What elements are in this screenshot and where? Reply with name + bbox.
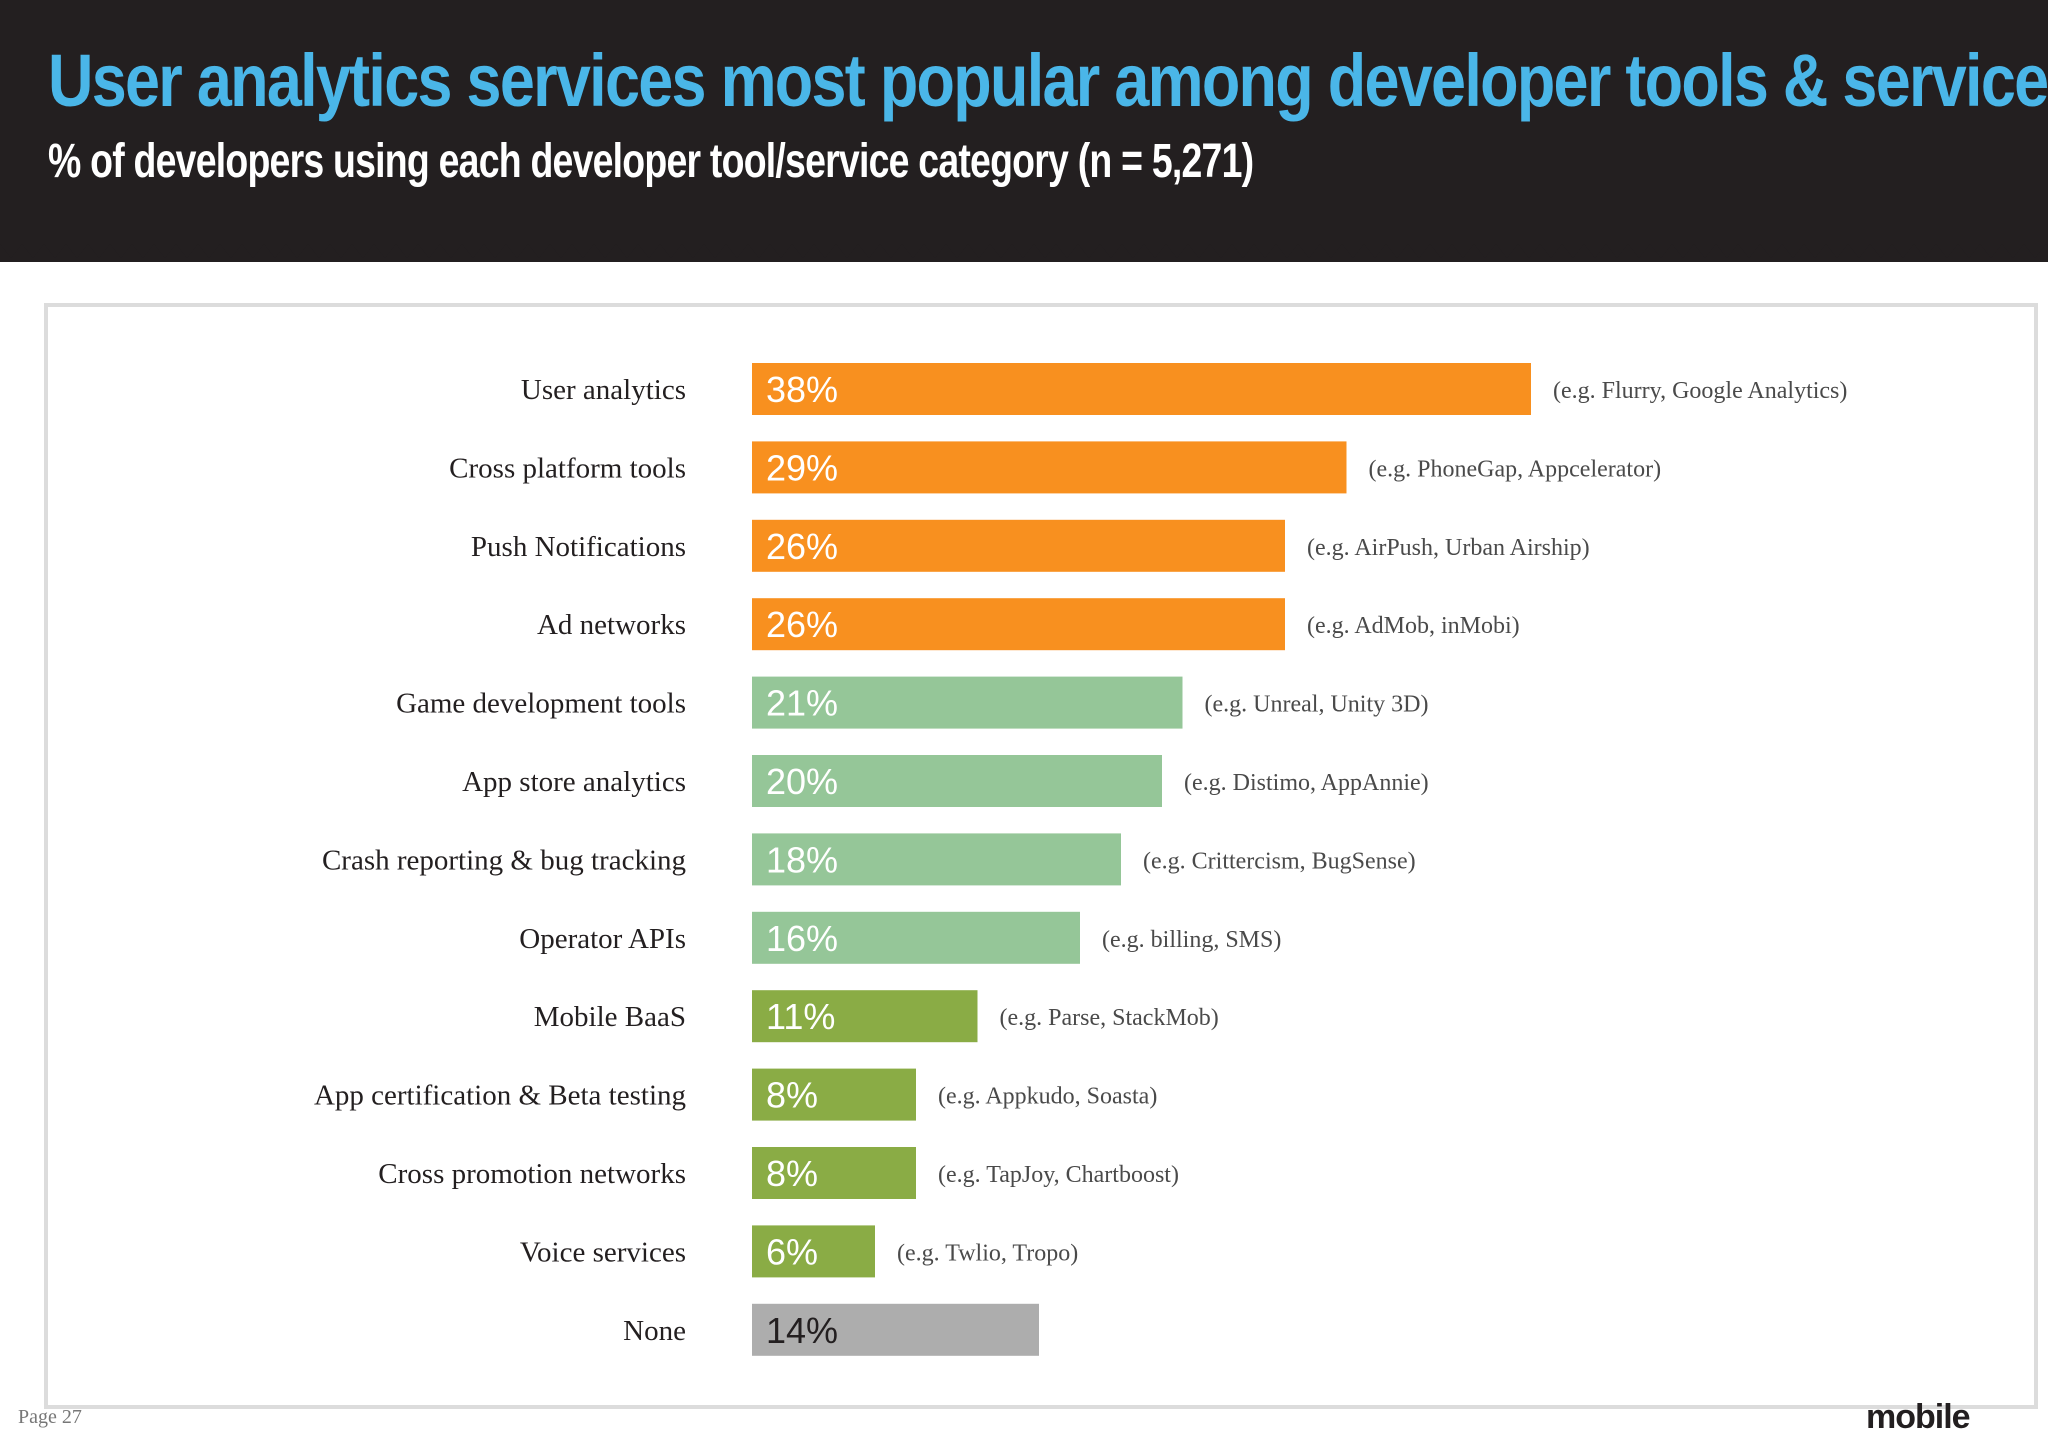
- example-label: (e.g. TapJoy, Chartboost): [938, 1162, 1179, 1188]
- example-label: (e.g. PhoneGap, Appcelerator): [1369, 456, 1662, 482]
- bar: [752, 1225, 875, 1278]
- bar-row: Mobile BaaS 11% (e.g. Parse, StackMob): [534, 990, 1219, 1043]
- header-banner: User analytics services most popular amo…: [0, 0, 2048, 262]
- bar: [752, 1068, 916, 1121]
- value-label: 21%: [766, 683, 838, 724]
- chart-title: User analytics services most popular amo…: [48, 39, 2048, 122]
- value-label: 20%: [766, 761, 838, 802]
- category-label: None: [623, 1315, 686, 1347]
- example-label: (e.g. Unreal, Unity 3D): [1205, 692, 1429, 718]
- category-label: Voice services: [520, 1236, 686, 1268]
- category-label: Ad networks: [537, 609, 686, 641]
- brand-logo: mobile: [1866, 1398, 1971, 1436]
- category-label: Crash reporting & bug tracking: [322, 844, 686, 876]
- zigzag-path: [0, 244, 2048, 258]
- bar: [752, 676, 1183, 729]
- bar-row: Game development tools 21% (e.g. Unreal, U…: [396, 676, 1429, 729]
- value-label: 16%: [766, 918, 838, 959]
- category-label: App store analytics: [462, 766, 686, 798]
- category-label: Operator APIs: [519, 923, 686, 955]
- page-number: Page 27: [18, 1406, 82, 1428]
- value-label: 6%: [766, 1231, 818, 1272]
- value-label: 26%: [766, 604, 838, 645]
- value-label: 14%: [766, 1310, 838, 1351]
- bar: [752, 1303, 1039, 1356]
- example-label: (e.g. Crittercism, BugSense): [1143, 848, 1416, 874]
- value-label: 38%: [766, 369, 838, 410]
- bar-chart: User analytics 38% (e.g. Flurry, Google An…: [314, 363, 1847, 1356]
- bar-row: None 14%: [623, 1303, 1039, 1356]
- value-label: 8%: [766, 1075, 818, 1116]
- example-label: (e.g. Twlio, Tropo): [897, 1240, 1078, 1266]
- bar-row: App store analytics 20% (e.g. Distimo, App…: [462, 755, 1429, 807]
- bar-row: Operator APIs 16% (e.g. billing, SMS): [519, 911, 1281, 964]
- bar: [752, 441, 1347, 494]
- example-label: (e.g. Parse, StackMob): [1000, 1005, 1219, 1031]
- category-label: Push Notifications: [471, 531, 686, 563]
- bar-row: Ad networks 26% (e.g. AdMob, inMobi): [537, 598, 1520, 651]
- bar-row: Crash reporting & bug tracking 18% (e.g. C…: [322, 833, 1416, 886]
- example-label: (e.g. billing, SMS): [1102, 927, 1281, 953]
- value-label: 8%: [766, 1153, 818, 1194]
- value-label: 29%: [766, 447, 838, 488]
- bar: [752, 363, 1531, 415]
- category-label: Mobile BaaS: [534, 1001, 686, 1033]
- category-label: Cross platform tools: [449, 452, 686, 484]
- example-label: (e.g. Flurry, Google Analytics): [1553, 378, 1847, 404]
- value-label: 18%: [766, 839, 838, 880]
- example-label: (e.g. Distimo, AppAnnie): [1184, 770, 1429, 796]
- bar: [752, 990, 978, 1043]
- example-label: (e.g. Appkudo, Soasta): [938, 1084, 1157, 1110]
- bar: [752, 833, 1121, 886]
- chart-frame: User analytics 38% (e.g. Flurry, Google An…: [44, 303, 2038, 1409]
- chart-subtitle: % of developers using each developer too…: [48, 135, 1254, 188]
- value-label: 26%: [766, 526, 838, 567]
- bar: [752, 911, 1080, 964]
- category-label: App certification & Beta testing: [314, 1080, 686, 1112]
- bar-row: Voice services 6% (e.g. Twlio, Tropo): [520, 1225, 1078, 1278]
- value-label: 11%: [766, 996, 835, 1037]
- bar-row: User analytics 38% (e.g. Flurry, Google An…: [521, 363, 1847, 415]
- category-label: Cross promotion networks: [378, 1158, 686, 1190]
- bar-row: Cross platform tools 29% (e.g. PhoneGap, A…: [449, 441, 1662, 494]
- bar: [752, 755, 1162, 807]
- bar-row: Push Notifications 26% (e.g. AirPush, Urba…: [471, 519, 1590, 572]
- bar-row: Cross promotion networks 8% (e.g. TapJoy, …: [378, 1147, 1179, 1199]
- example-label: (e.g. AirPush, Urban Airship): [1307, 535, 1590, 561]
- bar: [752, 519, 1285, 572]
- bar: [752, 598, 1285, 651]
- example-label: (e.g. AdMob, inMobi): [1307, 613, 1520, 639]
- category-label: User analytics: [521, 374, 686, 406]
- bar-row: App certification & Beta testing 8% (e.g. …: [314, 1068, 1157, 1121]
- bar: [752, 1147, 916, 1199]
- zigzag-divider: [0, 244, 2048, 258]
- category-label: Game development tools: [396, 688, 686, 720]
